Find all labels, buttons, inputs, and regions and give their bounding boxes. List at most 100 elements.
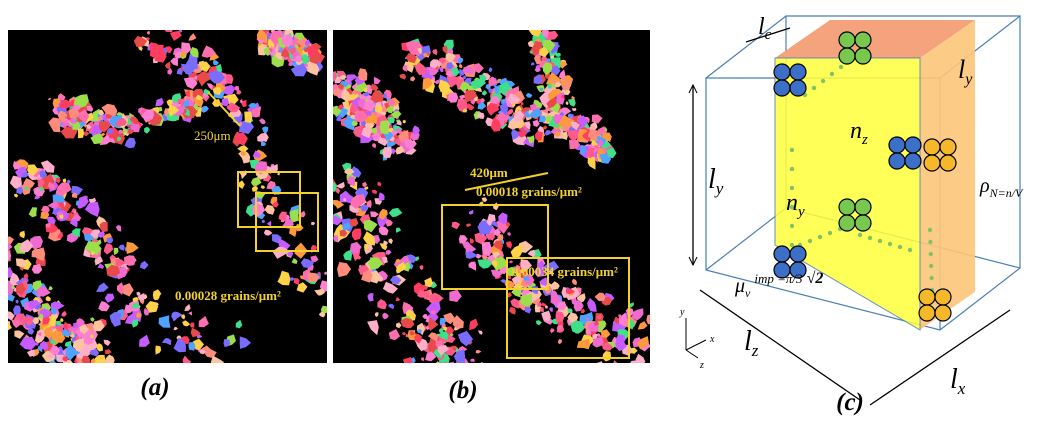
dot [928, 240, 932, 244]
dot [818, 235, 822, 239]
grain [81, 367, 87, 374]
lc-label: lc [758, 14, 772, 43]
scale-label: 420μm [470, 165, 508, 180]
axis-y: y [679, 307, 685, 318]
grain [0, 225, 1, 232]
particle [790, 80, 806, 96]
panel-label: (b) [448, 377, 477, 404]
grain [202, 365, 206, 369]
dot [790, 224, 794, 228]
axis-x: x [709, 334, 715, 345]
grain [556, 53, 561, 57]
dot [868, 236, 872, 240]
grain [56, 365, 65, 373]
rho-label: ρN=n/V [979, 175, 1024, 200]
particle [889, 137, 905, 153]
dot [898, 245, 902, 249]
axes-icon [686, 318, 706, 358]
particle [855, 32, 871, 48]
grain [477, 362, 489, 375]
dot [828, 231, 832, 235]
grain [0, 250, 6, 257]
dot [929, 252, 933, 256]
dot [858, 233, 862, 237]
dot [821, 79, 825, 83]
grain [58, 364, 65, 370]
panel-label: (c) [836, 389, 864, 416]
grain [244, 111, 252, 123]
grain [90, 363, 100, 372]
grain [416, 370, 423, 377]
grain [364, 244, 369, 250]
particle [855, 215, 871, 231]
particle [774, 246, 790, 262]
figure: 250μm 0.00028 grains/μm² (a) 420μm 0.000… [0, 0, 1044, 423]
plane-side [920, 20, 975, 330]
dot [878, 239, 882, 243]
grain [0, 246, 2, 252]
particle [855, 199, 871, 215]
grain [439, 362, 455, 374]
particle [919, 289, 935, 305]
particle [924, 139, 940, 155]
grain [0, 267, 8, 281]
grain [0, 270, 5, 285]
dot [808, 239, 812, 243]
particle [839, 48, 855, 64]
density-label: 0.00034 grains/μm² [512, 264, 618, 279]
panel-label: (a) [140, 374, 169, 401]
particle [839, 32, 855, 48]
grain [79, 367, 86, 375]
particle [940, 155, 956, 171]
grain [454, 366, 460, 372]
dot [908, 248, 912, 252]
grain [74, 365, 86, 378]
particle [919, 305, 935, 321]
dot [929, 264, 933, 268]
dot [790, 243, 794, 247]
particle [935, 305, 951, 321]
dim-arrow [700, 290, 860, 400]
dot [928, 228, 932, 232]
particle [935, 289, 951, 305]
dot [839, 65, 843, 69]
density-label: 0.00018 grains/μm² [476, 184, 582, 199]
dot [790, 148, 794, 152]
dot [929, 276, 933, 280]
grain [78, 129, 84, 139]
ly-left-label: ly [708, 164, 724, 198]
grain [383, 94, 386, 99]
particle [790, 64, 806, 80]
lz-label: lz [744, 326, 759, 360]
dot [812, 86, 816, 90]
mu-label: μvimp =π/3√2 [734, 270, 823, 300]
particle [790, 246, 806, 262]
lx-label: lx [950, 364, 966, 398]
grain [441, 364, 452, 374]
particle [774, 64, 790, 80]
grain [327, 80, 332, 84]
grain [91, 366, 95, 370]
dot [830, 72, 834, 76]
particle [774, 80, 790, 96]
particle [924, 155, 940, 171]
grain [0, 236, 7, 243]
grain [429, 371, 441, 383]
grain [637, 371, 643, 378]
grain [424, 371, 429, 378]
particle [889, 153, 905, 169]
grain [0, 268, 1, 276]
grain [428, 370, 434, 375]
particle [839, 215, 855, 231]
scale-label: 250μm [194, 128, 231, 143]
density-label: 0.00028 grains/μm² [175, 288, 281, 303]
particle [839, 199, 855, 215]
particle [905, 137, 921, 153]
particle [905, 153, 921, 169]
dot [888, 242, 892, 246]
grain [660, 323, 673, 335]
grain [61, 363, 75, 375]
grain [623, 364, 636, 373]
particle [940, 139, 956, 155]
dot [790, 167, 794, 171]
